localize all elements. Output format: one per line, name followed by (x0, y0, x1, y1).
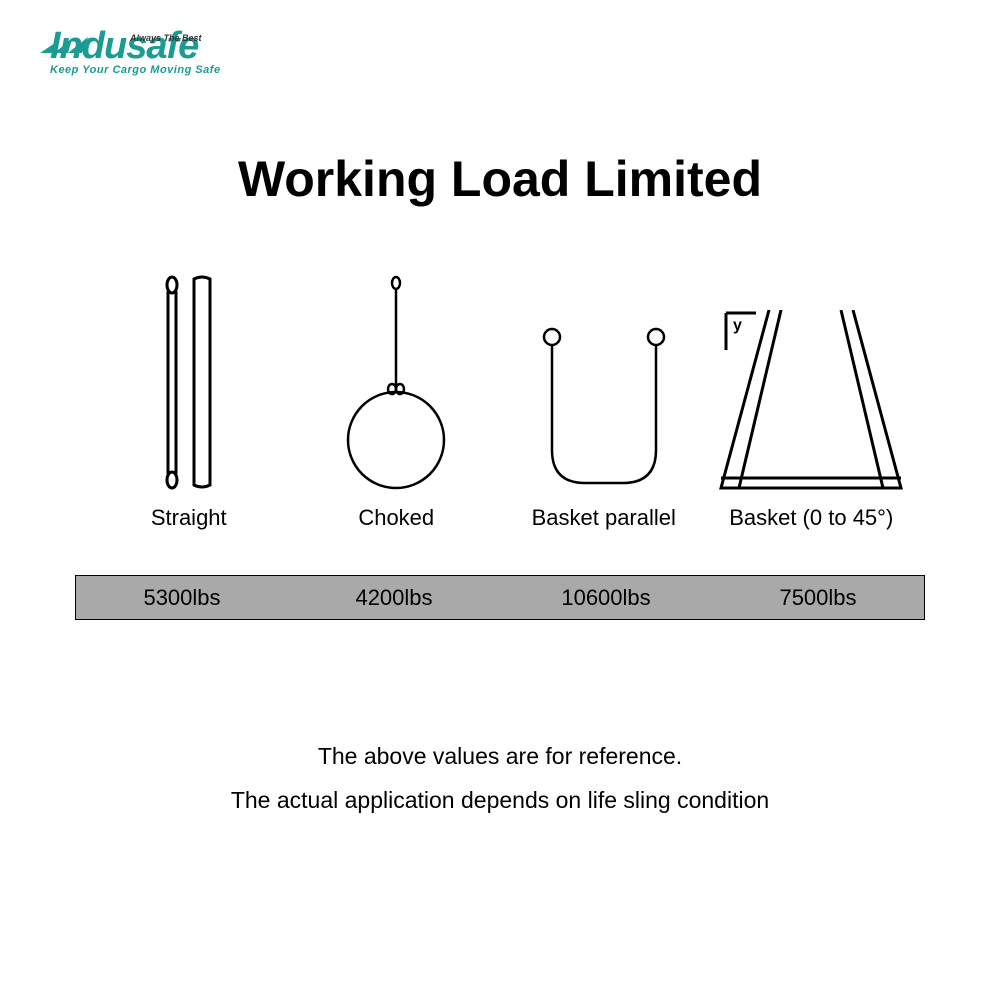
value-choked: 4200lbs (288, 585, 500, 611)
logo-tagline-bottom: Keep Your Cargo Moving Safe (50, 64, 221, 76)
logo-brand: Indusafe (50, 25, 221, 68)
label-basket-parallel: Basket parallel (500, 505, 708, 531)
values-bar: 5300lbs 4200lbs 10600lbs 7500lbs (75, 575, 925, 620)
labels-row: Straight Choked Basket parallel Basket (… (85, 505, 915, 531)
basket-angled-icon: y (711, 310, 911, 490)
logo: Always The Best Indusafe Keep Your Cargo… (40, 25, 221, 76)
footnote-line1: The above values are for reference. (0, 735, 1000, 779)
label-basket-angled: Basket (0 to 45°) (708, 505, 916, 531)
footnote-line2: The actual application depends on life s… (0, 779, 1000, 823)
label-straight: Straight (85, 505, 293, 531)
diagrams-row: y (85, 260, 915, 490)
value-straight: 5300lbs (76, 585, 288, 611)
footnote: The above values are for reference. The … (0, 735, 1000, 822)
diagram-basket-parallel (500, 260, 708, 490)
choked-icon (321, 275, 471, 490)
diagram-basket-angled: y (708, 260, 916, 490)
straight-icon (154, 275, 224, 490)
svg-text:y: y (733, 317, 742, 334)
label-choked: Choked (293, 505, 501, 531)
page-title: Working Load Limited (0, 150, 1000, 208)
diagram-choked (293, 260, 501, 490)
basket-parallel-icon (514, 325, 694, 490)
value-basket-angled: 7500lbs (712, 585, 924, 611)
diagram-straight (85, 260, 293, 490)
logo-tagline-top: Always The Best (130, 33, 202, 43)
value-basket-parallel: 10600lbs (500, 585, 712, 611)
